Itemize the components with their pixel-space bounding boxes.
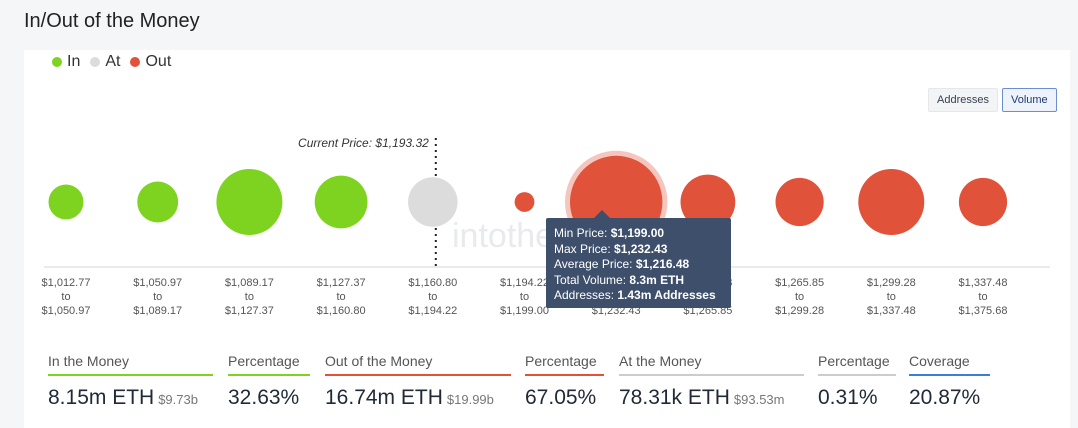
view-toggle: Addresses Volume xyxy=(928,88,1057,112)
bubble-in-3 xyxy=(314,175,368,229)
tooltip-addresses: Addresses: 1.43m Addresses xyxy=(554,288,716,302)
tick-label-to: $1,089.17 xyxy=(133,305,182,317)
stat-out-percentage: Percentage 67.05% xyxy=(525,350,604,410)
stat-in-the-money: In the Money 8.15m ETH $9.73b xyxy=(48,350,213,410)
tick-label-from: $1,265.85 xyxy=(775,277,824,289)
tick-label-to-word: to xyxy=(428,291,437,303)
bubble-out-9 xyxy=(858,169,925,235)
tick-label-from: $1,050.97 xyxy=(133,277,182,289)
stat-value: 67.05% xyxy=(525,386,597,409)
legend-item-out[interactable]: Out xyxy=(130,53,171,71)
legend-item-in[interactable]: In xyxy=(52,53,80,71)
tick-label-to: $1,337.48 xyxy=(867,305,916,317)
bubble-out-8 xyxy=(775,177,824,227)
tick-label-to-word: to xyxy=(520,291,529,303)
stat-at-the-money: At the Money 78.31k ETH $93.53m xyxy=(619,350,804,410)
stat-in-percentage: Percentage 32.63% xyxy=(228,350,310,410)
addresses-button[interactable]: Addresses xyxy=(928,88,998,112)
bubble-out-7 xyxy=(680,174,736,230)
tick-label-from: $1,089.17 xyxy=(225,277,274,289)
legend-dot-in xyxy=(52,57,62,67)
tick-label-from: $1,127.37 xyxy=(317,277,366,289)
legend-item-at[interactable]: At xyxy=(90,53,120,71)
stat-value: 8.15m ETH $9.73b xyxy=(48,386,198,409)
bubble-out-5 xyxy=(514,192,535,212)
legend: In At Out xyxy=(52,53,171,71)
tick-label-to-word: to xyxy=(245,291,254,303)
legend-label-in: In xyxy=(67,53,81,70)
stat-label: Percentage xyxy=(228,350,310,376)
bubble-in-0 xyxy=(48,184,84,220)
tick-label-to: $1,050.97 xyxy=(42,305,91,317)
tick-label-to: $1,160.80 xyxy=(317,305,366,317)
stat-label: Out of the Money xyxy=(325,350,511,376)
tooltip-total-volume: Total Volume: 8.3m ETH xyxy=(554,272,685,287)
current-price-label: Current Price: $1,193.32 xyxy=(298,136,429,150)
tick-label-to: $1,375.68 xyxy=(959,305,1008,317)
stat-at-percentage: Percentage 0.31% xyxy=(818,350,896,410)
legend-dot-at xyxy=(90,57,101,67)
bubble-at-4 xyxy=(408,177,458,227)
stat-out-of-the-money: Out of the Money 16.74m ETH $19.99b xyxy=(325,350,511,410)
stat-value: 16.74m ETH $19.99b xyxy=(325,386,494,409)
bubble-out-10 xyxy=(958,177,1008,227)
stat-value: 78.31k ETH $93.53m xyxy=(619,386,785,409)
tick-label-to-word: to xyxy=(887,291,896,303)
tick-label-to-word: to xyxy=(153,291,162,303)
tooltip-avg-price: Average Price: $1,216.48 xyxy=(554,257,690,271)
tick-label-from: $1,012.77 xyxy=(42,277,91,289)
legend-label-at: At xyxy=(105,53,121,70)
tooltip-arrow xyxy=(594,210,610,218)
tooltip-min-price: Min Price: $1,199.00 xyxy=(554,226,665,240)
tick-label-to: $1,299.28 xyxy=(775,305,824,317)
tick-label-to: $1,232.43 xyxy=(592,305,641,317)
tick-label-to: $1,199.00 xyxy=(500,305,549,317)
stat-label: Percentage xyxy=(818,350,896,376)
bubble-in-2 xyxy=(216,169,283,235)
tick-label-to-word: to xyxy=(337,291,346,303)
tick-label-from: $1,194.22 xyxy=(500,277,549,289)
tick-label-from: $1,160.80 xyxy=(408,277,457,289)
stat-label: Coverage xyxy=(909,350,990,376)
stat-label: At the Money xyxy=(619,350,804,376)
tick-label-to-word: to xyxy=(61,291,70,303)
stat-label: In the Money xyxy=(48,350,213,376)
stat-value: 20.87% xyxy=(909,386,981,409)
tick-label-to-word: to xyxy=(795,291,804,303)
tooltip-max-price: Max Price: $1,232.43 xyxy=(554,241,668,256)
stat-coverage: Coverage 20.87% xyxy=(909,350,990,410)
tick-label-to-word: to xyxy=(978,291,987,303)
tick-label-to: $1,265.85 xyxy=(683,305,732,317)
tooltip: Min Price: $1,199.00 Max Price: $1,232.4… xyxy=(546,210,731,308)
tick-label-from: $1,299.28 xyxy=(867,277,916,289)
volume-button[interactable]: Volume xyxy=(1001,88,1057,112)
stat-value: 32.63% xyxy=(228,386,300,409)
bubble-in-1 xyxy=(137,181,179,223)
page-title: In/Out of the Money xyxy=(24,10,200,32)
stat-value: 0.31% xyxy=(818,386,878,409)
legend-dot-out xyxy=(130,57,141,67)
tick-label-to: $1,194.22 xyxy=(408,305,457,317)
tick-label-from: $1,337.48 xyxy=(959,277,1008,289)
legend-label-out: Out xyxy=(145,53,172,70)
chart-card: In At Out Addresses Volume intotheblock C… xyxy=(24,50,1070,428)
tick-label-to: $1,127.37 xyxy=(225,305,274,317)
stat-label: Percentage xyxy=(525,350,604,376)
